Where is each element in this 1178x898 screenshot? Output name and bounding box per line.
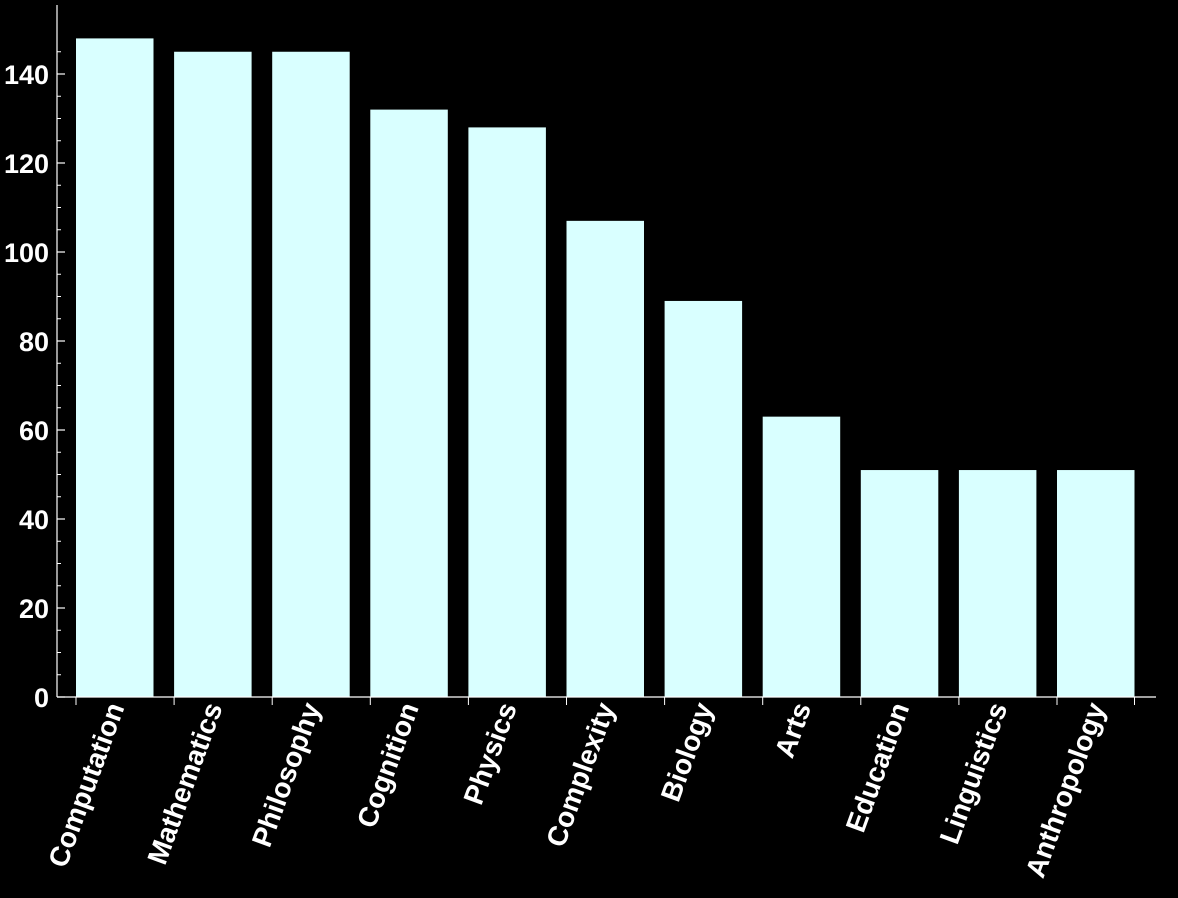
x-tick-label: Mathematics <box>141 698 228 868</box>
bar-anthropology <box>1057 470 1135 697</box>
x-tick-label: Anthropology <box>1019 698 1111 881</box>
x-tick-label: Physics <box>457 698 522 808</box>
y-tick-label: 60 <box>19 416 49 446</box>
y-axis: 0 20 40 60 80 100 120 140 <box>4 5 65 713</box>
y-tick-label: 80 <box>19 327 49 357</box>
bar-complexity <box>566 220 644 697</box>
bar-arts <box>762 416 841 697</box>
y-tick-label: 120 <box>4 149 49 179</box>
x-tick-label: Complexity <box>540 698 621 851</box>
bar-physics <box>468 127 546 697</box>
bar-philosophy <box>272 51 350 697</box>
bars-group <box>76 38 1135 698</box>
x-tick-label: Philosophy <box>246 698 327 851</box>
x-tick-label: Linguistics <box>934 698 1014 847</box>
bar-education <box>860 470 939 697</box>
y-tick-label: 40 <box>19 505 49 535</box>
bar-mathematics <box>174 51 252 697</box>
x-tick-label: Cognition <box>351 698 425 831</box>
x-tick-label: Biology <box>655 698 719 805</box>
y-tick-label: 140 <box>4 60 49 90</box>
y-tick-label: 20 <box>19 594 49 624</box>
y-tick-label: 100 <box>4 238 49 268</box>
bar-cognition <box>370 109 448 698</box>
x-tick-label: Education <box>840 698 915 836</box>
x-tick-label: Arts <box>769 698 817 761</box>
x-axis: Computation Mathematics Philosophy Cognitio… <box>42 696 1156 882</box>
bar-linguistics <box>958 470 1037 697</box>
y-tick-label: 0 <box>34 683 49 713</box>
bar-biology <box>664 300 743 697</box>
x-tick-label: Computation <box>42 698 130 871</box>
bar-computation <box>76 38 154 697</box>
